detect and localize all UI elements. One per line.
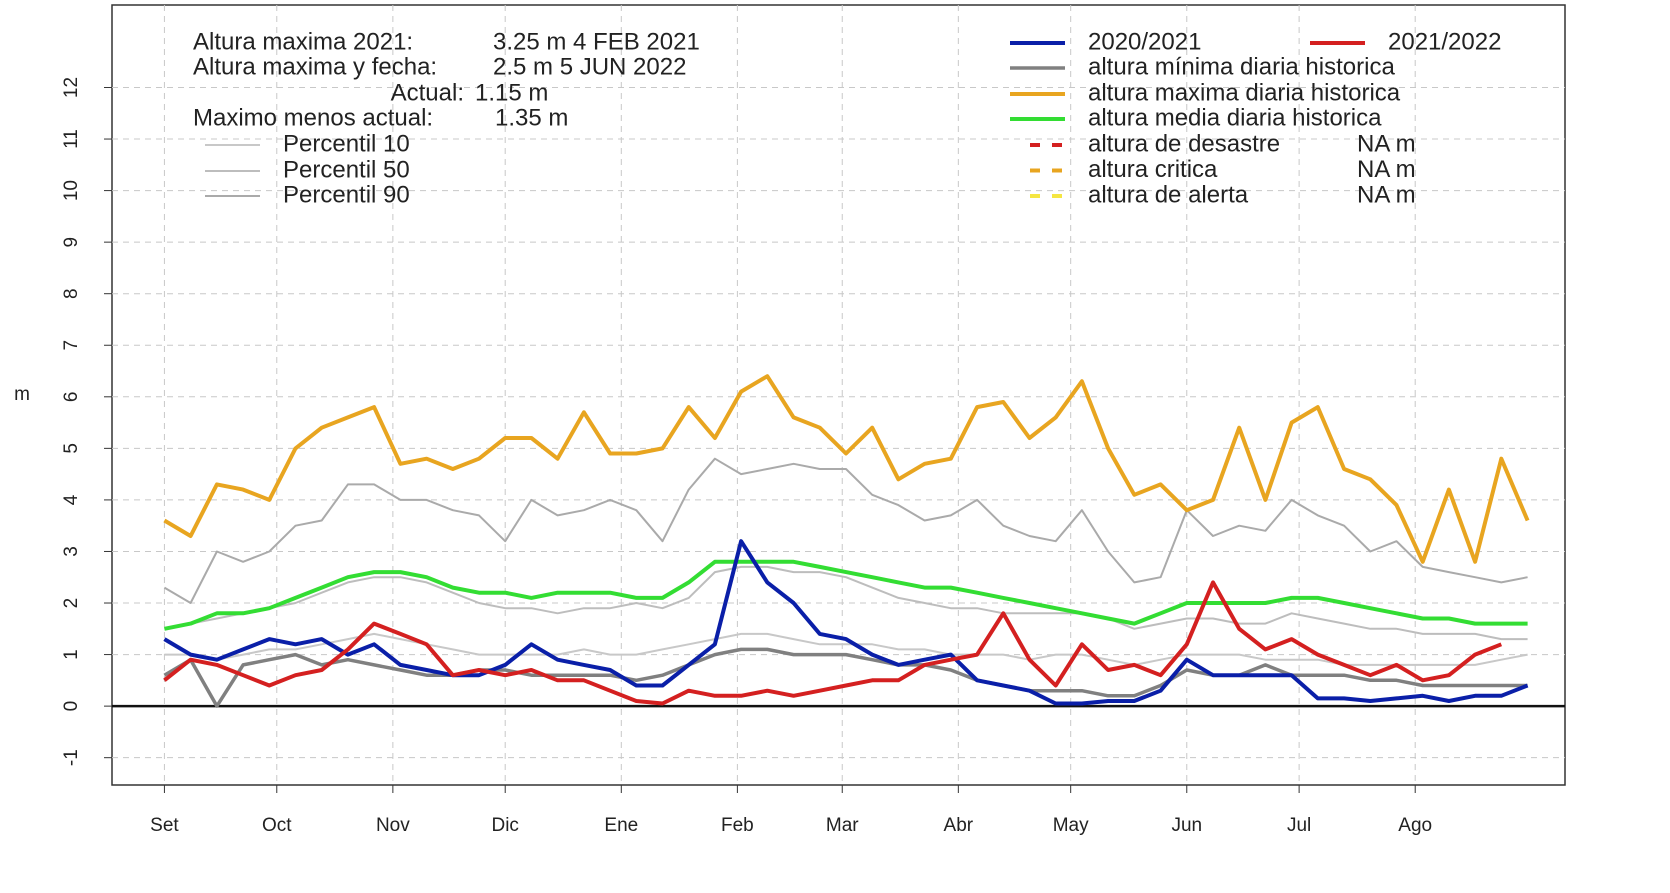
series-line (163, 580, 1503, 706)
y-axis-label: m (14, 384, 30, 405)
plot-frame (111, 4, 1566, 786)
y-tick-label: 11 (61, 129, 82, 149)
series-line (163, 647, 1528, 708)
y-tick-label: 5 (61, 443, 82, 454)
x-tick-label: Ene (604, 815, 638, 836)
x-tick-label: Dic (491, 815, 518, 836)
x-tick-label: Feb (721, 815, 754, 836)
y-tick-label: -1 (61, 749, 82, 766)
legend-label: Percentil 10 (283, 130, 410, 157)
x-tick-label: Mar (826, 815, 859, 836)
y-tick-label: 6 (61, 392, 82, 403)
series-line (164, 565, 1528, 641)
x-tick-label: Ago (1398, 815, 1432, 836)
x-tick-label: Abr (944, 815, 974, 836)
legend-value: NA m (1357, 181, 1416, 208)
x-tick-label: Set (150, 815, 179, 836)
legend-label: altura de desastre (1088, 130, 1280, 157)
legend-label: altura media diaria historica (1088, 104, 1382, 131)
annotation-value: 1.35 m (495, 104, 568, 131)
legend-label: altura mínima diaria historica (1088, 53, 1395, 80)
series-line (164, 632, 1528, 666)
series-line (163, 374, 1530, 564)
x-tick-label: Oct (262, 815, 292, 836)
x-tick-label: May (1053, 815, 1089, 836)
legend-label: Percentil 90 (283, 181, 410, 208)
lines (163, 374, 1530, 708)
annotation-value: 2.5 m 5 JUN 2022 (493, 53, 686, 80)
legend-label: altura critica (1088, 156, 1218, 183)
y-tick-label: 9 (61, 237, 82, 248)
series-line (163, 457, 1528, 604)
y-tick-label: 3 (61, 546, 82, 557)
legend-label: 2020/2021 (1088, 28, 1201, 55)
y-tick-label: 2 (61, 598, 82, 609)
series-line (164, 559, 1528, 631)
annotation-label: Actual: (391, 79, 464, 106)
legend-value: NA m (1357, 156, 1416, 183)
y-tick-label: 4 (61, 494, 82, 505)
annotation-value: 3.25 m 4 FEB 2021 (493, 28, 700, 55)
annotation-label: Altura maxima 2021: (193, 28, 413, 55)
x-tick-label: Jun (1171, 815, 1202, 836)
y-tick-label: 10 (61, 180, 82, 201)
x-tick-label: Nov (376, 815, 410, 836)
y-tick-label: 0 (61, 701, 82, 712)
legend-label: Percentil 50 (283, 156, 410, 183)
legend-label: altura maxima diaria historica (1088, 79, 1401, 106)
legend-label: 2021/2022 (1388, 28, 1501, 55)
y-tick-label: 8 (61, 288, 82, 299)
x-tick-label: Jul (1287, 815, 1311, 836)
annotation-label: Altura maxima y fecha: (193, 53, 437, 80)
series-line (163, 539, 1529, 706)
legend-value: NA m (1357, 130, 1416, 157)
legend-label: altura de alerta (1088, 181, 1249, 208)
y-tick-label: 12 (61, 77, 82, 98)
y-tick-label: 1 (61, 649, 82, 660)
annotation-value: 1.15 m (475, 79, 548, 106)
annotation-label: Maximo menos actual: (193, 104, 433, 131)
y-tick-label: 7 (61, 340, 82, 351)
